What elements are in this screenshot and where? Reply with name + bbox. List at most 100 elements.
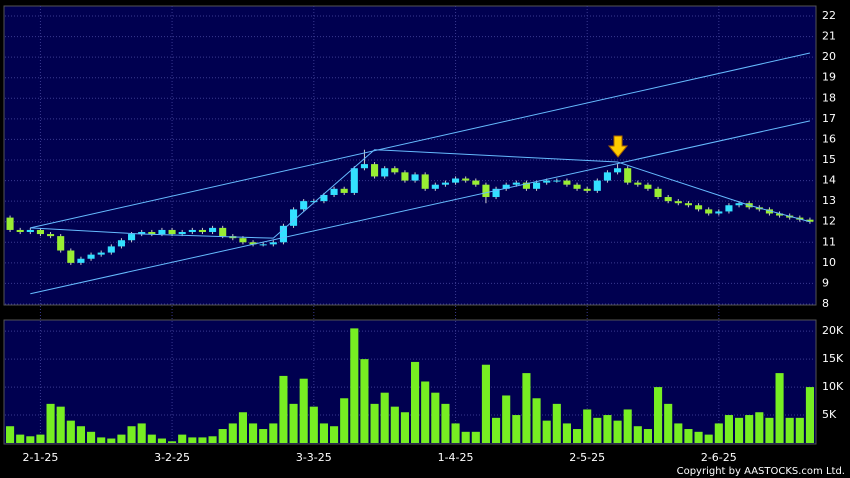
volume-bar xyxy=(36,434,45,443)
x-tick-label: 2-1-25 xyxy=(22,451,58,464)
volume-bar xyxy=(613,420,622,443)
volume-bar xyxy=(340,398,349,443)
candle-body xyxy=(715,211,723,214)
candle-body xyxy=(411,174,419,181)
volume-bar xyxy=(16,434,25,443)
volume-bar xyxy=(87,431,96,443)
volume-bar xyxy=(785,417,794,443)
candle-body xyxy=(654,188,662,198)
volume-bar xyxy=(137,423,146,443)
candle-body xyxy=(806,219,814,222)
volume-bar xyxy=(269,423,278,443)
volume-bar xyxy=(319,423,328,443)
volume-bar xyxy=(147,434,156,443)
x-tick-label: 3-2-25 xyxy=(154,451,190,464)
candle-body xyxy=(249,242,257,245)
volume-bar xyxy=(724,415,733,443)
candle-body xyxy=(725,205,733,212)
volume-bar xyxy=(654,387,663,443)
candle-body xyxy=(178,232,186,235)
volume-bar xyxy=(411,361,420,443)
candle-body xyxy=(219,227,227,237)
volume-bar xyxy=(593,417,602,443)
volume-bar xyxy=(643,429,652,443)
volume-bar xyxy=(218,429,227,443)
volume-bar xyxy=(259,429,268,443)
candle-body xyxy=(705,209,713,214)
y-tick-label: 5K xyxy=(822,408,837,421)
trendline xyxy=(30,120,811,295)
y-tick-label: 22 xyxy=(822,9,836,22)
y-tick-label: 14 xyxy=(822,174,836,187)
volume-bar xyxy=(46,403,55,443)
volume-bar xyxy=(512,415,521,443)
volume-bar xyxy=(765,417,774,443)
candle-body xyxy=(563,180,571,185)
trendline xyxy=(30,52,811,229)
y-tick-label: 19 xyxy=(822,71,836,84)
y-tick-label: 20 xyxy=(822,50,836,63)
volume-bar xyxy=(552,403,561,443)
candle-body xyxy=(330,188,338,195)
volume-bar xyxy=(188,437,197,443)
candle-body xyxy=(26,229,34,232)
candle-body xyxy=(16,229,24,232)
volume-bar xyxy=(26,436,35,443)
volume-bar xyxy=(502,395,511,443)
volume-bar xyxy=(400,412,409,443)
candle-body xyxy=(441,182,449,185)
volume-bar xyxy=(249,423,258,443)
candle-body xyxy=(320,194,328,202)
volume-bar xyxy=(714,423,723,443)
candle-body xyxy=(77,258,85,263)
candle-body xyxy=(97,252,105,255)
candle-body xyxy=(452,178,460,183)
volume-bar xyxy=(603,415,612,443)
price-panel xyxy=(3,5,817,306)
volume-bar xyxy=(805,387,814,443)
candle-body xyxy=(239,238,247,243)
candle-body xyxy=(553,180,561,182)
volume-bar xyxy=(431,392,440,443)
volume-bar xyxy=(157,438,166,443)
volume-bar xyxy=(522,373,531,443)
candle-body xyxy=(209,227,217,232)
candle-body xyxy=(117,240,125,247)
y-tick-label: 15K xyxy=(822,352,844,365)
volume-bar xyxy=(330,426,339,443)
volume-bar xyxy=(694,431,703,443)
y-tick-label: 18 xyxy=(822,91,836,104)
candle-body xyxy=(482,184,490,198)
candle-body xyxy=(401,172,409,181)
candle-body xyxy=(593,180,601,191)
volume-bar xyxy=(775,373,784,443)
candle-body xyxy=(522,182,530,189)
candle-body xyxy=(614,168,622,173)
volume-bar xyxy=(97,437,106,443)
candle-body xyxy=(502,184,510,189)
y-tick-label: 12 xyxy=(822,215,836,228)
volume-bar xyxy=(76,426,85,443)
volume-bar xyxy=(755,412,764,443)
volume-bar xyxy=(481,364,490,443)
y-tick-label: 11 xyxy=(822,235,836,248)
y-tick-label: 9 xyxy=(822,276,829,289)
volume-bar xyxy=(562,423,571,443)
candle-body xyxy=(168,229,176,235)
candle-body xyxy=(684,203,692,206)
y-tick-label: 10K xyxy=(822,380,844,393)
candle-body xyxy=(664,197,672,202)
volume-bar xyxy=(532,398,541,443)
candle-body xyxy=(360,164,368,169)
volume-bar xyxy=(299,378,308,443)
volume-bar xyxy=(684,429,693,443)
candle-body xyxy=(36,229,44,235)
volume-bar xyxy=(390,406,399,443)
candle-body xyxy=(198,229,206,232)
volume-bar xyxy=(370,403,379,443)
volume-bar xyxy=(674,423,683,443)
volume-bar xyxy=(583,409,592,443)
x-tick-label: 2-6-25 xyxy=(701,451,737,464)
volume-bar xyxy=(238,412,247,443)
volume-bar xyxy=(350,328,359,443)
